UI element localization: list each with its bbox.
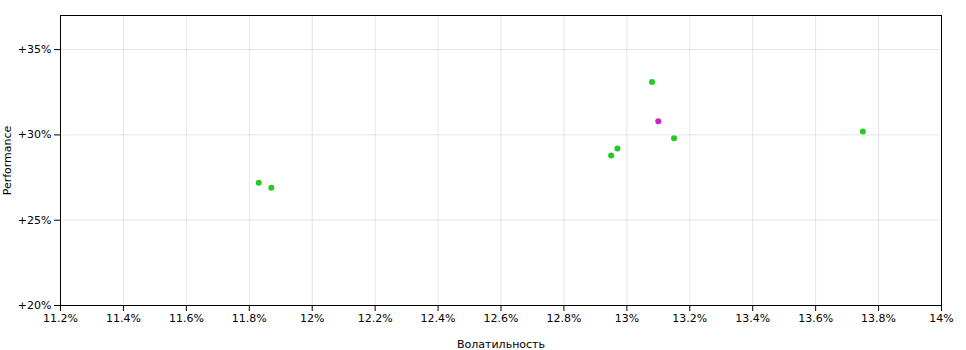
svg-text:13.8%: 13.8% — [861, 312, 896, 325]
svg-text:12.2%: 12.2% — [358, 312, 393, 325]
svg-text:14%: 14% — [929, 312, 953, 325]
svg-text:11.6%: 11.6% — [169, 312, 204, 325]
svg-text:13%: 13% — [615, 312, 639, 325]
svg-text:Performance: Performance — [1, 125, 14, 195]
svg-text:13.2%: 13.2% — [672, 312, 707, 325]
svg-text:+30%: +30% — [18, 128, 52, 141]
svg-text:11.2%: 11.2% — [43, 312, 78, 325]
svg-text:12%: 12% — [300, 312, 324, 325]
svg-text:11.8%: 11.8% — [232, 312, 267, 325]
svg-text:12.6%: 12.6% — [484, 312, 519, 325]
svg-text:11.4%: 11.4% — [106, 312, 141, 325]
svg-text:Волатильность: Волатильность — [457, 338, 545, 350]
svg-text:+25%: +25% — [18, 214, 52, 227]
svg-text:+35%: +35% — [18, 43, 52, 56]
svg-text:+20%: +20% — [18, 299, 52, 312]
svg-text:12.4%: 12.4% — [421, 312, 456, 325]
svg-text:12.8%: 12.8% — [546, 312, 581, 325]
svg-text:13.6%: 13.6% — [798, 312, 833, 325]
svg-text:13.4%: 13.4% — [735, 312, 770, 325]
